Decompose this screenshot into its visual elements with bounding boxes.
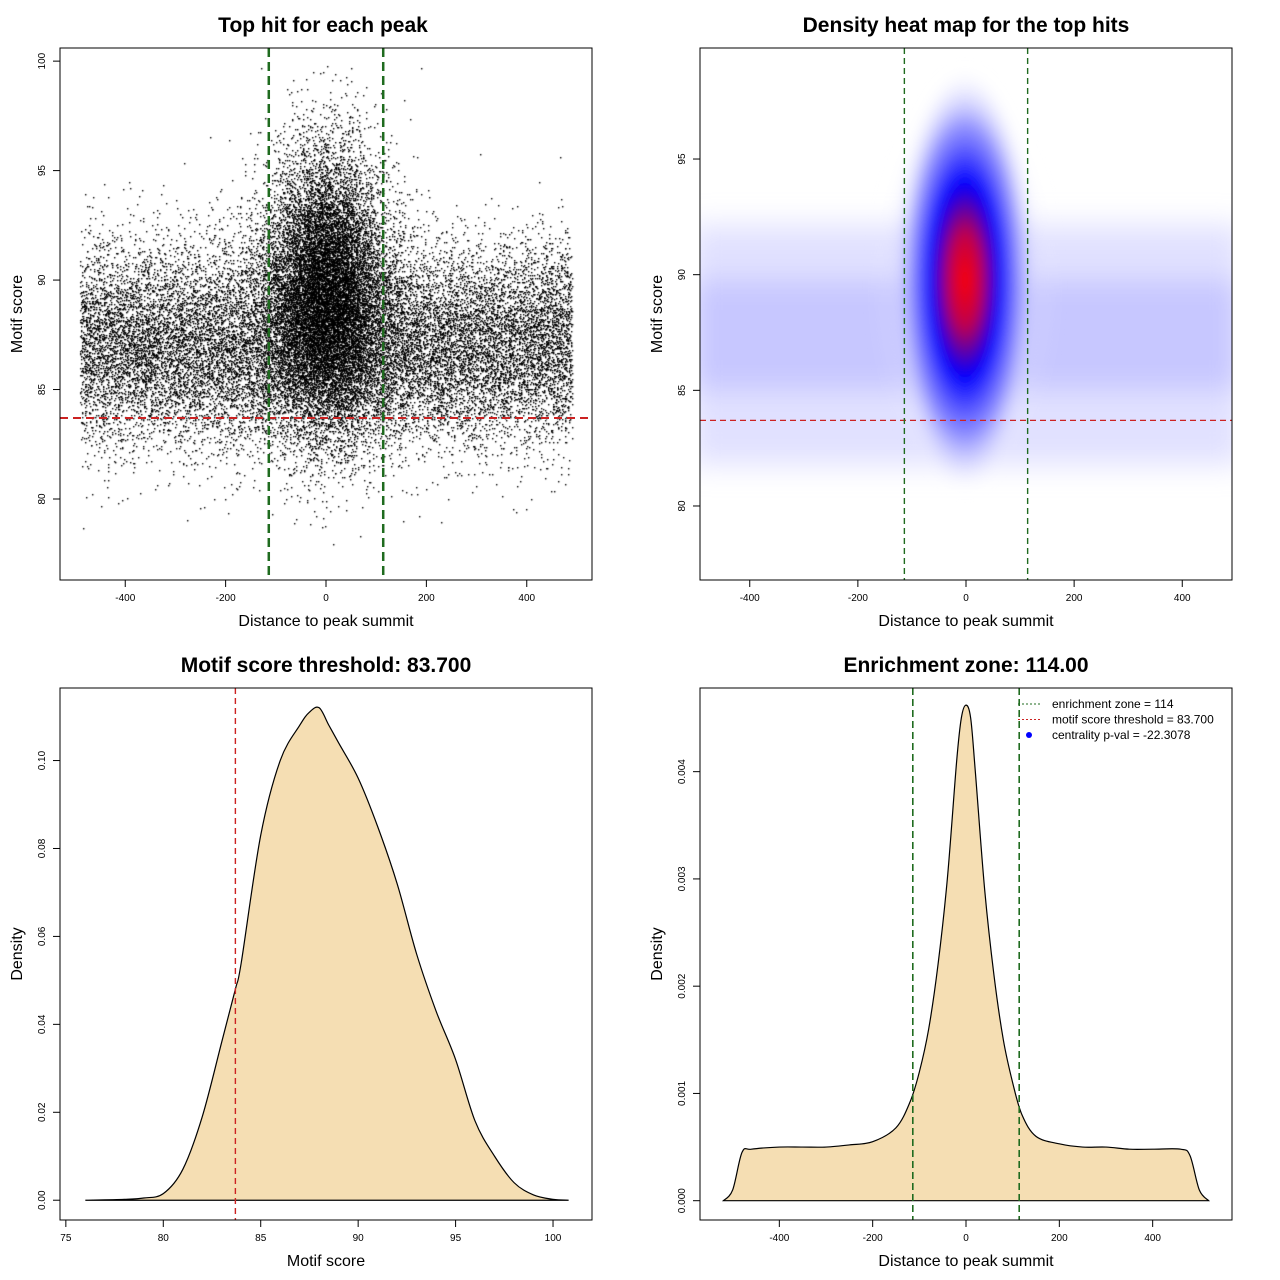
y-tick-label: 85: [677, 384, 688, 396]
legend-centrality-pval: centrality p-val = -22.3078: [1052, 728, 1191, 742]
y-tick-label: 0.004: [677, 759, 688, 784]
motif-density-plot-frame: [59, 687, 593, 1221]
x-tick-label: 100: [545, 1233, 562, 1244]
y-tick-label: 0.06: [37, 926, 48, 946]
y-tick-label: 95: [37, 165, 48, 177]
y-tick-label: 0.04: [37, 1014, 48, 1034]
x-tick-label: 200: [418, 593, 435, 604]
heatmap-y-label: Motif score: [649, 275, 666, 353]
x-tick-label: -200: [216, 593, 236, 604]
motif-density-title: Motif score threshold: 83.700: [181, 654, 472, 677]
x-tick-label: 200: [1066, 593, 1083, 604]
x-tick-label: -400: [769, 1233, 789, 1244]
x-tick-label: -400: [115, 593, 135, 604]
x-tick-label: 90: [353, 1233, 365, 1244]
y-tick-label: 100: [37, 52, 48, 69]
enrichment-y-axis: 0.000 0.001 0.002 0.003 0.004: [677, 759, 700, 1213]
scatter-y-axis: 80 85 90 95 100: [37, 52, 60, 505]
panel-motif-score-density: Motif score threshold: 83.700 75 80 85 90 95…: [9, 654, 593, 1270]
x-tick-label: 400: [1174, 593, 1191, 604]
x-tick-label: 75: [60, 1233, 72, 1244]
y-tick-label: 0.002: [677, 973, 688, 998]
x-tick-label: 400: [518, 593, 535, 604]
y-tick-label: 80: [37, 493, 48, 505]
motif-density-curve: [85, 706, 569, 1201]
x-tick-label: -400: [740, 593, 760, 604]
panel-enrichment-zone-density: Enrichment zone: 114.00 -400 -200 0 200 400 …: [649, 654, 1233, 1270]
motif-density-x-axis: 75 80 85 90 95 100: [60, 1220, 562, 1244]
y-tick-label: 85: [37, 384, 48, 396]
x-tick-label: 85: [255, 1233, 267, 1244]
enrichment-density-curve: [722, 704, 1210, 1202]
heatmap-y-axis: 80 85 90 95: [677, 153, 700, 512]
x-tick-label: 0: [963, 593, 969, 604]
y-tick-label: 0.10: [37, 750, 48, 770]
heatmap-core: [870, 65, 1060, 495]
motif-density-y-axis: 0.00 0.02 0.04 0.06 0.08 0.10: [37, 750, 60, 1210]
y-tick-label: 0.003: [677, 866, 688, 891]
panel-heatmap-top-hits: Density heat map for the top hits -400 -2…: [649, 14, 1233, 630]
y-tick-label: 0.000: [677, 1188, 688, 1213]
y-tick-label: 0.00: [37, 1190, 48, 1210]
enrichment-y-label: Density: [649, 927, 666, 980]
enrichment-reference-lines: [911, 688, 1021, 1220]
x-tick-label: 400: [1144, 1233, 1161, 1244]
y-tick-label: 80: [677, 500, 688, 512]
y-tick-label: 95: [677, 153, 688, 165]
heatmap-x-label: Distance to peak summit: [878, 613, 1054, 630]
y-tick-label: 90: [37, 274, 48, 286]
x-tick-label: -200: [863, 1233, 883, 1244]
x-tick-label: 0: [963, 1233, 969, 1244]
scatter-title: Top hit for each peak: [218, 14, 428, 37]
x-tick-label: 95: [450, 1233, 462, 1244]
x-tick-label: 80: [158, 1233, 170, 1244]
x-tick-label: 0: [323, 593, 329, 604]
y-tick-label: 0.08: [37, 838, 48, 858]
heatmap-x-axis: -400 -200 0 200 400: [740, 580, 1191, 604]
scatter-points: [60, 48, 592, 580]
scatter-y-label: Motif score: [9, 275, 26, 353]
y-tick-label: 90: [677, 269, 688, 281]
y-tick-label: 0.02: [37, 1102, 48, 1122]
scatter-x-axis: -400 -200 0 200 400: [115, 580, 536, 604]
legend-centrality-point-icon: [1026, 732, 1032, 738]
scatter-reference-lines: [60, 48, 592, 580]
enrichment-x-label: Distance to peak summit: [878, 1253, 1054, 1270]
heatmap-density-area: [700, 48, 1232, 580]
heatmap-title: Density heat map for the top hits: [803, 14, 1130, 37]
heatmap-reference-lines: [700, 48, 1232, 580]
enrichment-x-axis: -400 -200 0 200 400: [769, 1220, 1161, 1244]
legend-motif-threshold: motif score threshold = 83.700: [1052, 713, 1214, 727]
enrichment-title: Enrichment zone: 114.00: [843, 654, 1088, 677]
enrichment-legend: enrichment zone = 114 motif score thresh…: [1018, 697, 1214, 742]
panel-scatter-top-hits: Top hit for each peak -400 -200 0 200 400 80…: [9, 14, 593, 630]
scatter-x-label: Distance to peak summit: [238, 613, 414, 630]
motif-density-x-label: Motif score: [287, 1253, 365, 1270]
legend-enrichment-zone: enrichment zone = 114: [1052, 697, 1174, 711]
x-tick-label: -200: [848, 593, 868, 604]
scatter-point-cloud: [60, 48, 592, 580]
x-tick-label: 200: [1051, 1233, 1068, 1244]
motif-density-y-label: Density: [9, 927, 26, 980]
y-tick-label: 0.001: [677, 1080, 688, 1105]
